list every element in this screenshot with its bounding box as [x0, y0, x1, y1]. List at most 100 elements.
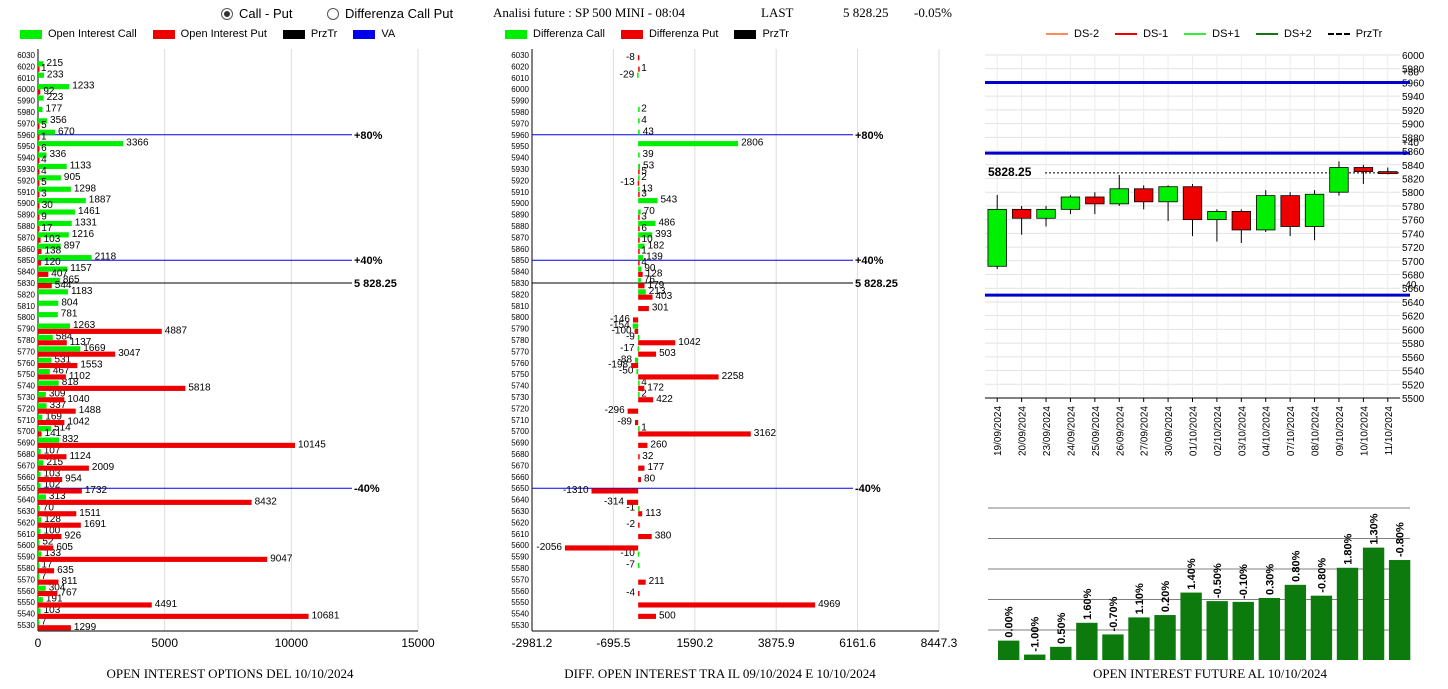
data-label: 4	[641, 257, 647, 268]
bar-put	[638, 294, 653, 300]
data-label: 407	[51, 268, 68, 279]
radio-selected-icon	[221, 7, 233, 20]
x-tick-label: 20/09/2024	[1018, 406, 1029, 456]
bar-put	[638, 397, 654, 403]
candle-body	[1353, 167, 1374, 173]
radio-call-put[interactable]: Call - Put	[221, 6, 292, 21]
bar-call	[38, 334, 53, 340]
data-label: 1691	[84, 519, 107, 530]
bar-put	[638, 579, 646, 585]
data-label: 380	[655, 531, 672, 542]
strike-label: 5930	[17, 165, 35, 174]
data-label: 301	[652, 303, 669, 314]
legend-label: PrzTr	[1355, 28, 1383, 40]
x-tick-label: 19/09/2024	[993, 406, 1004, 456]
data-label: -29	[620, 69, 635, 80]
bar-put	[38, 397, 65, 403]
data-label: 804	[61, 297, 78, 308]
strike-label: 5790	[511, 325, 529, 334]
y-tick-label: 5600	[1402, 325, 1425, 336]
data-label: -1.00%	[1030, 617, 1042, 652]
last-value: 5 828.25	[843, 5, 889, 20]
strike-label: 5710	[511, 416, 529, 425]
level-label: +80	[1402, 67, 1419, 78]
bar	[1050, 646, 1072, 660]
bar-call	[632, 323, 639, 329]
bar-call	[38, 186, 71, 192]
y-tick-label: 5940	[1402, 92, 1425, 103]
data-label: 7	[41, 571, 47, 582]
bar-call	[638, 391, 640, 397]
bar-call	[38, 540, 40, 546]
legend-line	[1327, 33, 1350, 35]
bar-put	[638, 249, 640, 255]
strike-label: 5860	[511, 245, 529, 254]
data-label: 304	[49, 582, 66, 593]
bar-put	[638, 374, 719, 380]
strike-label: 6010	[511, 74, 529, 83]
bar-call	[38, 266, 68, 272]
strike-label: 5530	[17, 621, 35, 630]
strike-label: 5880	[17, 222, 35, 231]
data-label: 13	[642, 183, 654, 194]
data-label: 76	[644, 275, 656, 286]
bar-put	[38, 613, 309, 619]
bar-put	[638, 591, 640, 597]
bar-put	[638, 613, 656, 619]
bar-put	[638, 226, 640, 232]
bar-call	[38, 255, 92, 261]
bar-put	[38, 135, 40, 141]
strike-label: 5660	[17, 473, 35, 482]
data-label: 70	[43, 503, 55, 514]
bar-call	[38, 562, 40, 568]
strike-label: 5720	[511, 404, 529, 413]
data-label: 3366	[126, 138, 149, 149]
strike-label: 6010	[17, 74, 35, 83]
bar	[1128, 617, 1150, 660]
strike-label: 5680	[17, 450, 35, 459]
data-label: 3	[41, 189, 47, 200]
legend-item: Differenza Put	[620, 28, 718, 40]
data-label: 103	[44, 605, 61, 616]
data-label: 191	[46, 594, 63, 605]
bar-call	[637, 551, 640, 557]
y-tick-label: 5860	[1402, 147, 1425, 158]
panel4-title: OPEN INTEREST FUTURE AL 10/10/2024	[1092, 666, 1327, 681]
bar-call	[38, 471, 41, 477]
data-label: -4	[626, 588, 635, 599]
bar-call	[38, 243, 61, 249]
y-tick-label: 5540	[1402, 367, 1425, 378]
bar-put	[638, 66, 640, 72]
bar-put	[638, 385, 645, 391]
data-label: 309	[49, 389, 66, 400]
data-label: 103	[44, 234, 61, 245]
data-label: 2	[641, 389, 647, 400]
data-label: 10681	[312, 610, 340, 621]
data-label: 179	[648, 280, 665, 291]
data-label: 767	[60, 588, 77, 599]
strike-label: 5560	[17, 587, 35, 596]
level-label: -40%	[354, 483, 380, 495]
bar-call	[637, 334, 640, 340]
data-label: 1233	[72, 81, 95, 92]
data-label: -2056	[536, 542, 562, 553]
bar-call	[38, 528, 41, 534]
bar-put	[38, 602, 152, 608]
strike-label: 5620	[511, 518, 529, 527]
data-label: 1331	[75, 218, 98, 229]
radio-differenza-label: Differenza Call Put	[345, 6, 454, 21]
strike-label: 5600	[511, 541, 529, 550]
strike-label: 5930	[511, 165, 529, 174]
data-label: 635	[57, 565, 74, 576]
radio-differenza[interactable]: Differenza Call Put	[327, 6, 453, 21]
strike-label: 5820	[17, 290, 35, 299]
data-label: -2	[626, 519, 635, 530]
bar-call	[636, 369, 639, 375]
data-label: 1042	[67, 417, 90, 428]
bar-put	[38, 203, 40, 209]
data-label: 1732	[85, 485, 108, 496]
data-label: 5	[641, 166, 647, 177]
data-label: 1669	[83, 343, 106, 354]
bar-put	[38, 545, 54, 551]
legend-label: Open Interest Put	[180, 28, 267, 40]
